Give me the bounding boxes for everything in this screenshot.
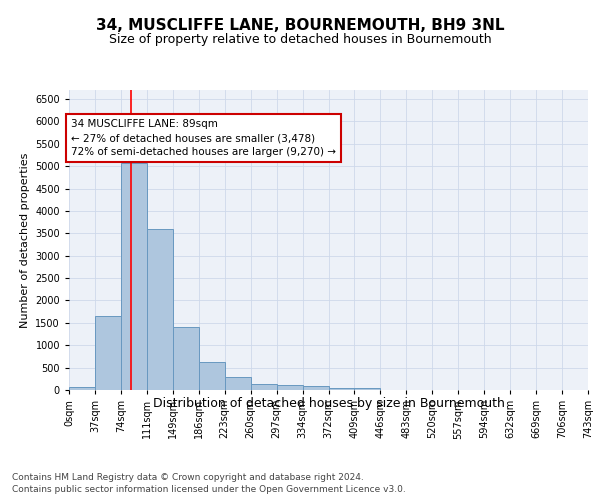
Text: 34 MUSCLIFFE LANE: 89sqm
← 27% of detached houses are smaller (3,478)
72% of sem: 34 MUSCLIFFE LANE: 89sqm ← 27% of detach…	[71, 119, 336, 157]
Text: Contains public sector information licensed under the Open Government Licence v3: Contains public sector information licen…	[12, 485, 406, 494]
Bar	[95, 316, 121, 390]
Bar	[251, 384, 277, 390]
Text: Contains HM Land Registry data © Crown copyright and database right 2024.: Contains HM Land Registry data © Crown c…	[12, 472, 364, 482]
Bar	[355, 388, 380, 390]
Bar	[277, 385, 302, 390]
Bar	[121, 164, 147, 390]
Bar	[199, 362, 224, 390]
Text: Distribution of detached houses by size in Bournemouth: Distribution of detached houses by size …	[153, 398, 505, 410]
Bar	[69, 387, 95, 390]
Text: Size of property relative to detached houses in Bournemouth: Size of property relative to detached ho…	[109, 32, 491, 46]
Text: 34, MUSCLIFFE LANE, BOURNEMOUTH, BH9 3NL: 34, MUSCLIFFE LANE, BOURNEMOUTH, BH9 3NL	[96, 18, 504, 32]
Bar	[225, 377, 251, 390]
Bar	[329, 388, 355, 390]
Bar	[302, 386, 329, 390]
Bar	[173, 327, 199, 390]
Y-axis label: Number of detached properties: Number of detached properties	[20, 152, 29, 328]
Bar	[147, 229, 173, 390]
